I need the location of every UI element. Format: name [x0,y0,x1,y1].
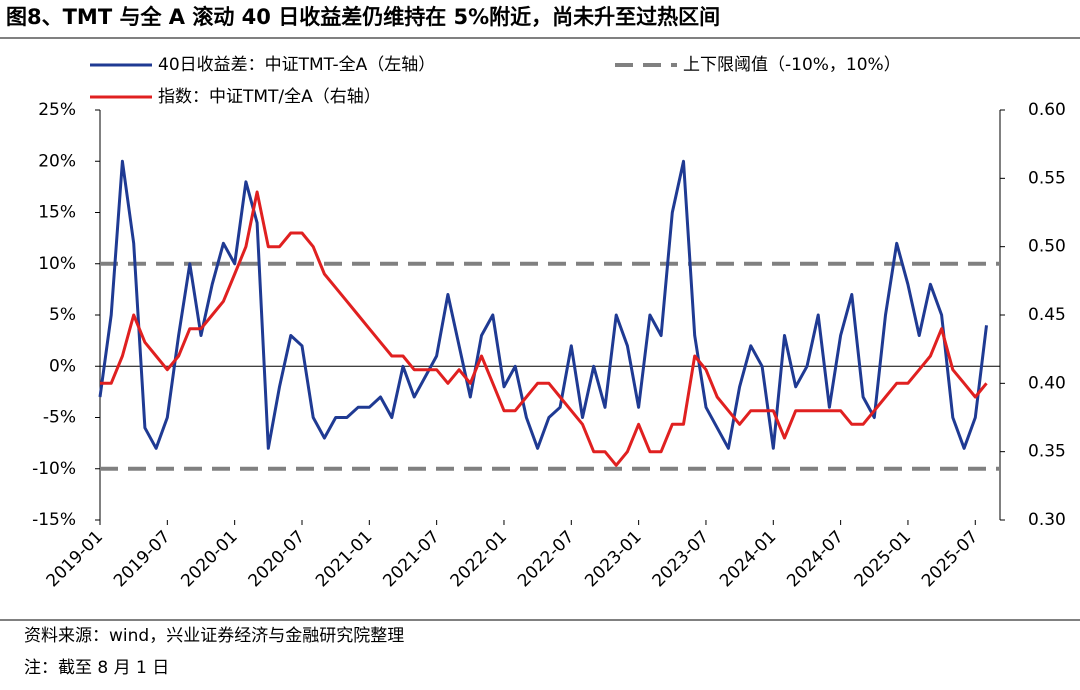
x-tick-label: 2019-07 [110,527,174,591]
y-tick-label: 20% [38,151,76,171]
x-tick-label: 2021-07 [379,527,443,591]
legend-label: 指数：中证TMT/全A（右轴） [158,87,381,107]
x-tick-label: 2025-07 [918,527,982,591]
y-tick-label: 10% [38,254,76,274]
y-tick-label: -5% [43,408,76,428]
x-tick-label: 2024-01 [716,527,780,591]
y2-tick-label: 0.60 [1028,100,1066,120]
x-tick-label: 2022-01 [447,527,511,591]
x-tick-label: 2023-07 [649,527,713,591]
legend-label: 上下限阈值（-10%，10%） [683,55,901,75]
y2-tick-label: 0.50 [1028,237,1066,257]
y-tick-label: -15% [32,510,76,530]
y2-tick-label: 0.40 [1028,373,1066,393]
y-tick-label: 15% [38,203,76,223]
source: 资料来源：wind，兴业证券经济与金融研究院整理 [24,626,404,646]
y2-tick-label: 0.45 [1028,305,1066,325]
x-tick-label: 2023-01 [581,527,645,591]
note: 注：截至 8 月 1 日 [24,658,169,678]
x-tick-label: 2024-07 [783,527,847,591]
series-line [98,159,988,450]
legend-label: 40日收益差：中证TMT-全A（左轴） [158,55,435,75]
x-tick-label: 2020-07 [245,527,309,591]
y-tick-label: 0% [49,356,76,376]
y2-tick-label: 0.30 [1028,510,1066,530]
x-tick-label: 2025-01 [851,527,915,591]
x-tick-label: 2021-01 [312,527,376,591]
y-tick-label: 25% [38,100,76,120]
x-tick-label: 2019-01 [43,527,107,591]
y2-tick-label: 0.55 [1028,168,1066,188]
y2-tick-label: 0.35 [1028,442,1066,462]
series-line [100,190,988,467]
y-tick-label: -10% [32,459,76,479]
y-tick-label: 5% [49,305,76,325]
x-tick-label: 2020-01 [177,527,241,591]
chart-title: 图8、TMT 与全 A 滚动 40 日收益差仍维持在 5%附近，尚未升至过热区间 [6,5,720,29]
x-tick-label: 2022-07 [514,527,578,591]
